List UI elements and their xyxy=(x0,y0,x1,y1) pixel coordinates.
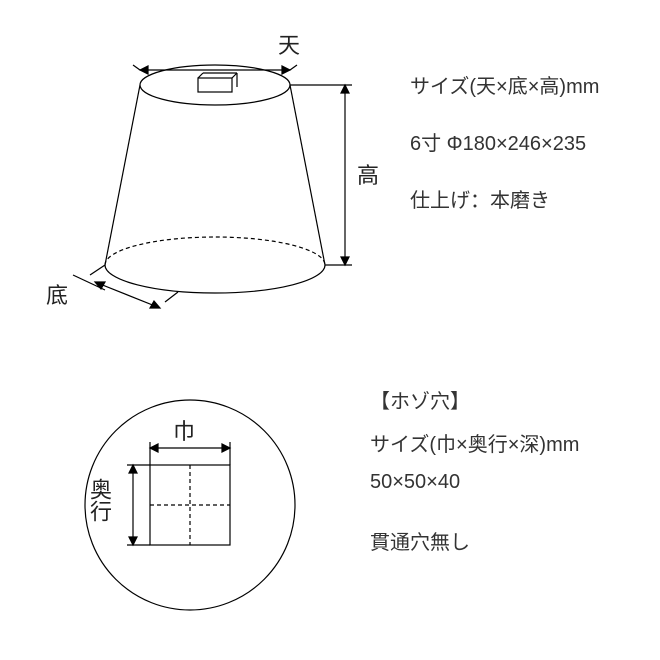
cone-diagram: 天 底 高 xyxy=(40,30,390,320)
hozo-size-value: 50×50×40 xyxy=(370,471,650,494)
spec-size-value: 6寸 Φ180×246×235 xyxy=(410,127,650,156)
top-spec-text: サイズ(天×底×高)mm 6寸 Φ180×246×235 仕上げ：本磨き xyxy=(410,70,650,241)
hozo-size-label: サイズ(巾×奥行×深)mm xyxy=(370,428,650,457)
bottom-spec-text: 【ホゾ穴】 サイズ(巾×奥行×深)mm 50×50×40 貫通穴無し xyxy=(370,385,650,583)
label-bottom: 底 xyxy=(46,278,68,310)
label-depth: 奥行 xyxy=(83,478,115,522)
label-width: 巾 xyxy=(173,414,195,446)
hozo-diagram: 巾 奥行 xyxy=(55,370,315,630)
hozo-title: 【ホゾ穴】 xyxy=(370,385,650,414)
spec-size-label: サイズ(天×底×高)mm xyxy=(410,70,650,99)
label-height: 高 xyxy=(357,158,379,190)
label-top: 天 xyxy=(278,28,300,60)
hozo-through: 貫通穴無し xyxy=(370,526,650,555)
spec-finish: 仕上げ：本磨き xyxy=(410,184,650,213)
cone-svg xyxy=(40,30,390,320)
